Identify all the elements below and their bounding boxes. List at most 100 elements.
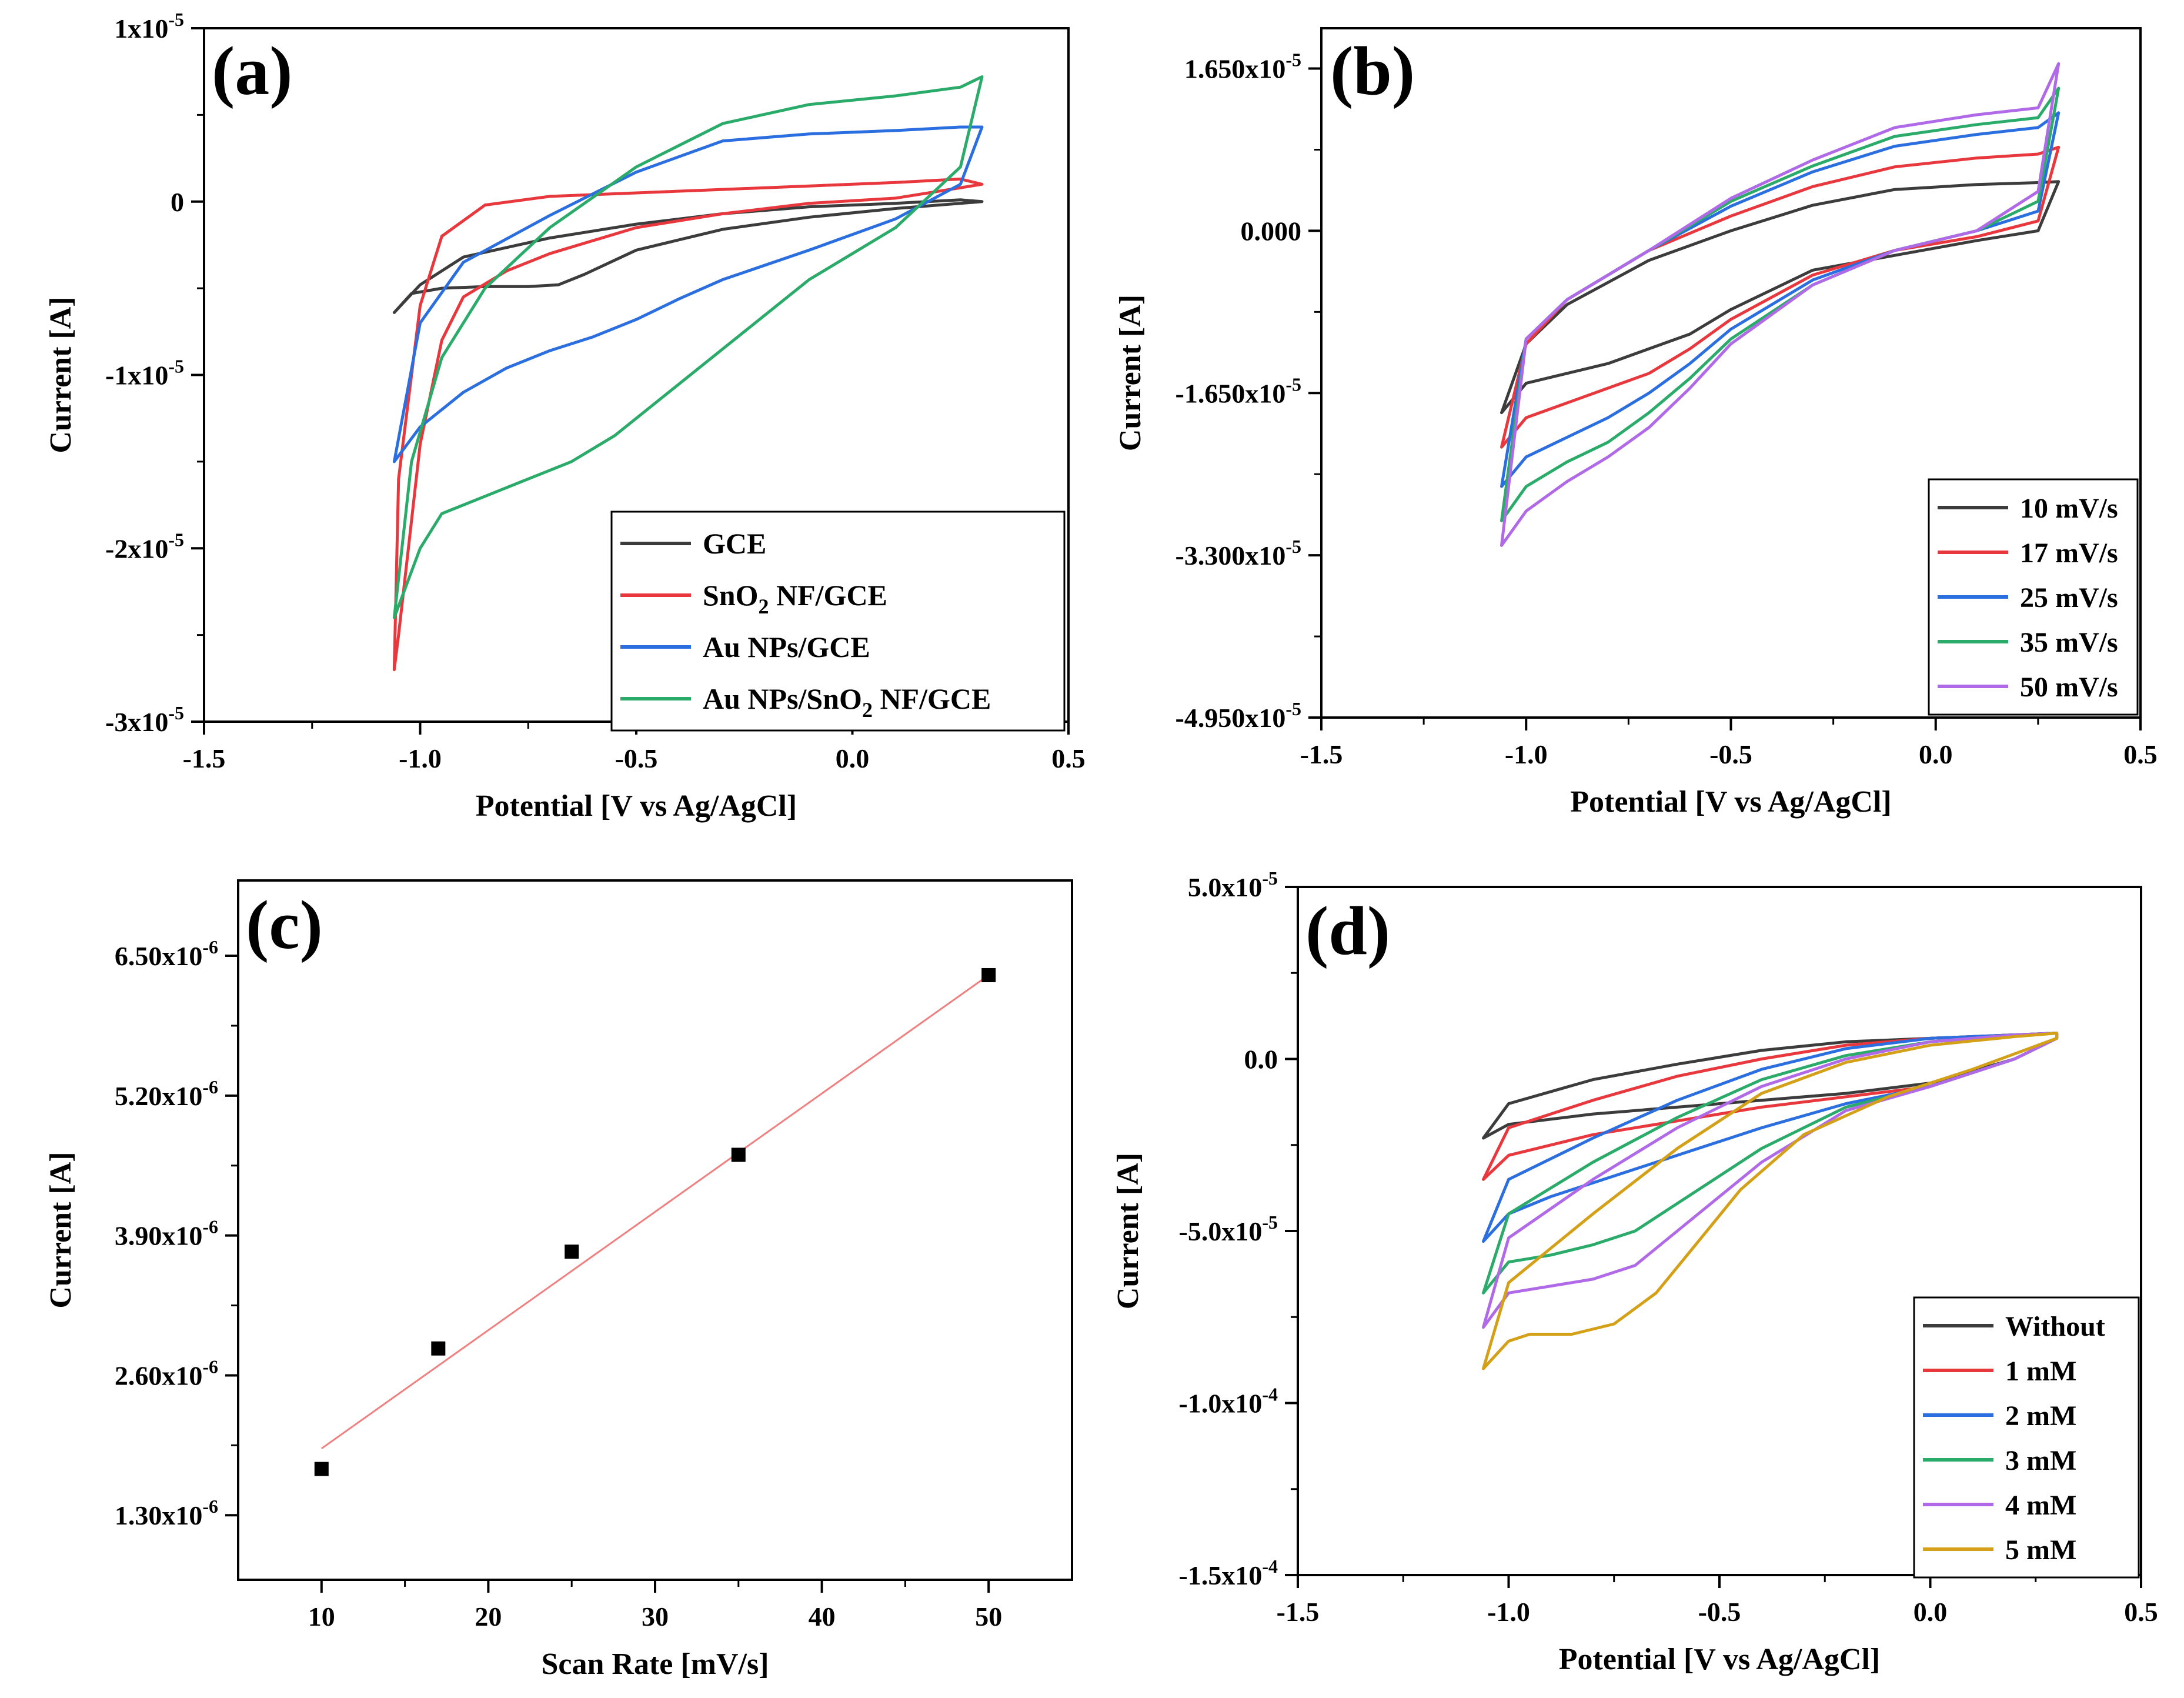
legend-label-part: 4 mM <box>2005 1490 2076 1521</box>
legend-label-part: 3 mM <box>2005 1445 2076 1476</box>
panel-b: -1.5 -1.0 -0.5 0.0 0.51.650x10-50.000-1.650x… <box>1114 27 2158 819</box>
x-tick-label: 50 <box>975 1602 1002 1632</box>
legend-label: 17 mV/s <box>2020 538 2118 569</box>
fit-line <box>320 974 990 1450</box>
y-axis-label: Current [A] <box>44 1152 78 1308</box>
plot-frame <box>237 879 1073 1581</box>
y-tick-exponent: -5 <box>1285 698 1301 719</box>
y-tick-exponent: -6 <box>202 1356 218 1377</box>
x-axis-label: Potential [V vs Ag/AgCl] <box>1559 1643 1880 1676</box>
y-tick-label: -3x10-5 <box>105 702 184 737</box>
y-tick-exponent: -4 <box>1262 1384 1278 1405</box>
legend-label-part: 25 mV/s <box>2020 582 2118 613</box>
panel-label: (c) <box>246 886 323 963</box>
legend-label: 3 mM <box>2005 1445 2076 1476</box>
y-tick-base: -3.300x10 <box>1176 541 1286 571</box>
legend-label-part: Au NPs/SnO <box>703 682 862 715</box>
y-tick-label: 1x10-5 <box>114 9 184 44</box>
legend-label-part: 5 mM <box>2005 1534 2076 1566</box>
y-tick-exponent: -5 <box>1285 536 1301 557</box>
y-tick-base: -1x10 <box>105 361 168 391</box>
y-tick-base: -4.950x10 <box>1176 703 1286 733</box>
legend-label-part: GCE <box>703 527 766 560</box>
x-tick-label: 0.0 <box>836 743 870 773</box>
x-tick-label: -1.5 <box>1300 739 1343 769</box>
y-tick-base: 1.650x10 <box>1184 54 1286 84</box>
y-tick-exponent: -5 <box>1262 1212 1278 1233</box>
y-tick-base: -1.5x10 <box>1179 1560 1263 1590</box>
y-tick-label: 2.60x10-6 <box>115 1356 218 1390</box>
panel-label: (d) <box>1305 892 1390 969</box>
panel-a: -1.5 -1.0 -0.5 0.0 0.51x10-50-1x10-5-2x10-5-… <box>44 9 1086 823</box>
y-tick-base: 2.60x10 <box>115 1360 203 1390</box>
legend-label: 50 mV/s <box>2020 672 2118 703</box>
data-point <box>431 1341 446 1356</box>
y-tick-label: 0.0 <box>1244 1045 1278 1075</box>
y-tick-exponent: -5 <box>168 702 184 723</box>
y-tick-base: 0 <box>171 187 184 217</box>
x-tick-label: 0.0 <box>1919 739 1953 769</box>
legend-label: 10 mV/s <box>2020 493 2118 524</box>
y-tick-label: -2x10-5 <box>105 529 184 563</box>
y-tick-base: 1.30x10 <box>115 1500 203 1530</box>
series-group <box>1500 62 2061 547</box>
y-tick-base: 0.0 <box>1244 1045 1278 1075</box>
y-tick-exponent: -5 <box>168 529 184 550</box>
y-tick-label: 5.20x10-6 <box>115 1076 218 1111</box>
x-tick-label: -1.5 <box>183 743 226 773</box>
legend-label-part: SnO <box>703 579 759 612</box>
legend-label-part: Au NPs/GCE <box>703 631 870 663</box>
y-tick-label: 1.30x10-6 <box>115 1496 218 1530</box>
legend: 10 mV/s 17 mV/s 25 mV/s 35 mV/s 50 mV/s <box>1928 478 2139 716</box>
legend-label: 2 mM <box>2005 1400 2076 1432</box>
x-tick-label: -1.0 <box>1487 1597 1530 1627</box>
x-tick-label: 0.5 <box>2124 1597 2158 1627</box>
panel-label: (a) <box>212 32 293 109</box>
legend-label: 1 mM <box>2005 1356 2076 1387</box>
y-tick-label: 5.0x10-5 <box>1188 868 1278 902</box>
series-group <box>392 75 984 672</box>
legend-label-part: 10 mV/s <box>2020 493 2118 524</box>
y-tick-label: 3.90x10-6 <box>115 1216 218 1251</box>
y-tick-base: 3.90x10 <box>115 1221 203 1251</box>
legend-label: 35 mV/s <box>2020 627 2118 658</box>
y-axis-label: Current [A] <box>1111 1153 1145 1309</box>
y-tick-label: -1.5x10-4 <box>1179 1556 1278 1590</box>
y-tick-base: 0.000 <box>1241 216 1302 246</box>
y-tick-exponent: -5 <box>1262 868 1278 889</box>
x-tick-label: -1.0 <box>399 743 442 773</box>
y-tick-label: -5.0x10-5 <box>1179 1212 1278 1246</box>
y-tick-exponent: -5 <box>1285 373 1301 395</box>
legend-label-part: 1 mM <box>2005 1356 2076 1387</box>
series-line-25-mv-s <box>1500 111 2061 488</box>
x-tick-label: 0.0 <box>1913 1597 1948 1627</box>
legend-label: Au NPs/GCE <box>703 631 870 663</box>
series-line-17-mv-s <box>1500 145 2061 449</box>
y-axis-label: Current [A] <box>44 296 78 453</box>
legend-label-part: 2 <box>862 698 873 722</box>
y-tick-base: 5.0x10 <box>1188 872 1263 902</box>
series-line-gce <box>392 198 984 314</box>
x-tick-label: -0.5 <box>1698 1597 1741 1627</box>
y-tick-base: -1.0x10 <box>1179 1389 1263 1419</box>
x-tick-label: 20 <box>475 1602 502 1632</box>
y-tick-label: 6.50x10-6 <box>115 936 218 971</box>
series-group <box>1482 1032 2059 1370</box>
legend-label-part: 2 <box>759 595 769 618</box>
data-point <box>565 1245 579 1259</box>
y-tick-base: -1.650x10 <box>1176 378 1286 408</box>
x-axis-label: Potential [V vs Ag/AgCl] <box>476 789 797 823</box>
y-tick-base: 5.20x10 <box>115 1081 203 1111</box>
legend-box <box>1913 1296 2140 1579</box>
y-tick-label: -1.650x10-5 <box>1176 373 1301 408</box>
legend-label-part: Without <box>2005 1311 2105 1342</box>
legend-label: 4 mM <box>2005 1490 2076 1521</box>
series-line-10-mv-s <box>1500 180 2061 415</box>
y-tick-base: -2x10 <box>105 533 168 563</box>
series-line-sno2-nf-gce <box>392 177 984 672</box>
panel-d: -1.5 -1.0 -0.5 0.0 0.55.0x10-50.0-5.0x10-5-1… <box>1111 868 2158 1676</box>
y-axis-label: Current [A] <box>1114 295 1147 451</box>
legend-label-part: NF/GCE <box>873 682 991 715</box>
